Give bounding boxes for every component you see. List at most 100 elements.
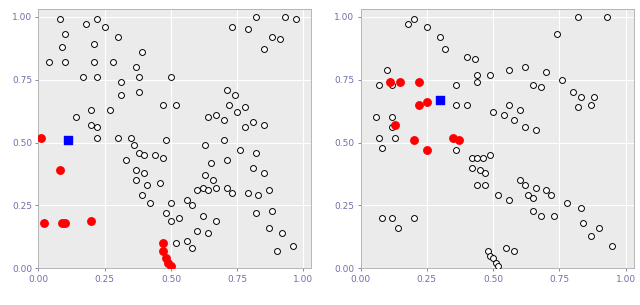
- Point: [390, 135, 400, 140]
- Point: [472, 183, 483, 188]
- Point: [227, 190, 237, 195]
- Point: [235, 148, 245, 152]
- Point: [86, 123, 97, 127]
- Point: [440, 47, 451, 52]
- Point: [385, 80, 395, 84]
- Point: [541, 70, 551, 74]
- Point: [520, 183, 530, 188]
- Point: [81, 22, 92, 27]
- Point: [493, 193, 504, 198]
- Point: [126, 135, 136, 140]
- Point: [483, 248, 493, 253]
- Point: [575, 95, 586, 100]
- Point: [414, 80, 424, 84]
- Point: [403, 22, 413, 27]
- Point: [259, 170, 269, 175]
- Point: [469, 57, 479, 62]
- Point: [182, 198, 192, 203]
- Point: [253, 193, 264, 198]
- Point: [531, 185, 541, 190]
- Point: [205, 160, 216, 165]
- Point: [92, 125, 102, 130]
- Point: [131, 65, 141, 70]
- Point: [488, 256, 498, 261]
- Point: [467, 155, 477, 160]
- Point: [390, 123, 400, 127]
- Point: [451, 148, 461, 152]
- Point: [396, 80, 406, 84]
- Point: [387, 115, 397, 120]
- Point: [541, 188, 551, 193]
- Point: [602, 14, 612, 19]
- Point: [243, 190, 253, 195]
- Point: [377, 216, 387, 221]
- Point: [536, 213, 546, 218]
- Point: [288, 243, 298, 248]
- Point: [198, 185, 208, 190]
- Point: [374, 135, 384, 140]
- Point: [63, 138, 73, 142]
- Point: [266, 34, 276, 39]
- Point: [161, 138, 171, 142]
- Point: [586, 102, 596, 107]
- Point: [158, 241, 168, 246]
- Point: [78, 75, 88, 80]
- Point: [219, 117, 229, 122]
- Point: [166, 200, 176, 205]
- Point: [568, 90, 578, 95]
- Point: [161, 210, 171, 215]
- Point: [198, 213, 208, 218]
- Point: [174, 216, 184, 221]
- Point: [594, 226, 604, 231]
- Point: [485, 253, 495, 258]
- Point: [166, 75, 176, 80]
- Point: [131, 168, 141, 173]
- Point: [211, 218, 221, 223]
- Point: [509, 248, 520, 253]
- Point: [171, 241, 181, 246]
- Point: [54, 168, 65, 173]
- Point: [371, 115, 381, 120]
- Point: [193, 228, 203, 233]
- Point: [134, 75, 144, 80]
- Point: [552, 32, 562, 37]
- Point: [374, 82, 384, 87]
- Point: [57, 45, 67, 49]
- Point: [454, 138, 464, 142]
- Point: [115, 92, 125, 97]
- Point: [448, 135, 458, 140]
- Point: [158, 102, 168, 107]
- Point: [515, 107, 525, 112]
- Point: [89, 42, 99, 47]
- Point: [248, 165, 258, 170]
- Point: [203, 115, 213, 120]
- Point: [515, 178, 525, 183]
- Point: [171, 102, 181, 107]
- Point: [573, 14, 583, 19]
- Point: [121, 158, 131, 163]
- Point: [251, 150, 261, 155]
- Point: [163, 261, 173, 266]
- Point: [161, 256, 171, 261]
- Point: [291, 17, 301, 22]
- Point: [387, 125, 397, 130]
- Point: [501, 246, 511, 251]
- Point: [129, 143, 139, 148]
- Point: [575, 206, 586, 210]
- Point: [115, 80, 125, 84]
- Point: [266, 208, 276, 213]
- Point: [528, 82, 538, 87]
- Point: [105, 107, 115, 112]
- Point: [38, 221, 49, 225]
- Point: [211, 113, 221, 117]
- Point: [219, 138, 229, 142]
- Point: [520, 65, 530, 70]
- Point: [259, 123, 269, 127]
- Point: [422, 148, 432, 152]
- Point: [140, 153, 150, 158]
- Point: [475, 168, 485, 173]
- Point: [392, 226, 403, 231]
- Point: [607, 243, 618, 248]
- Point: [60, 59, 70, 64]
- Point: [92, 17, 102, 22]
